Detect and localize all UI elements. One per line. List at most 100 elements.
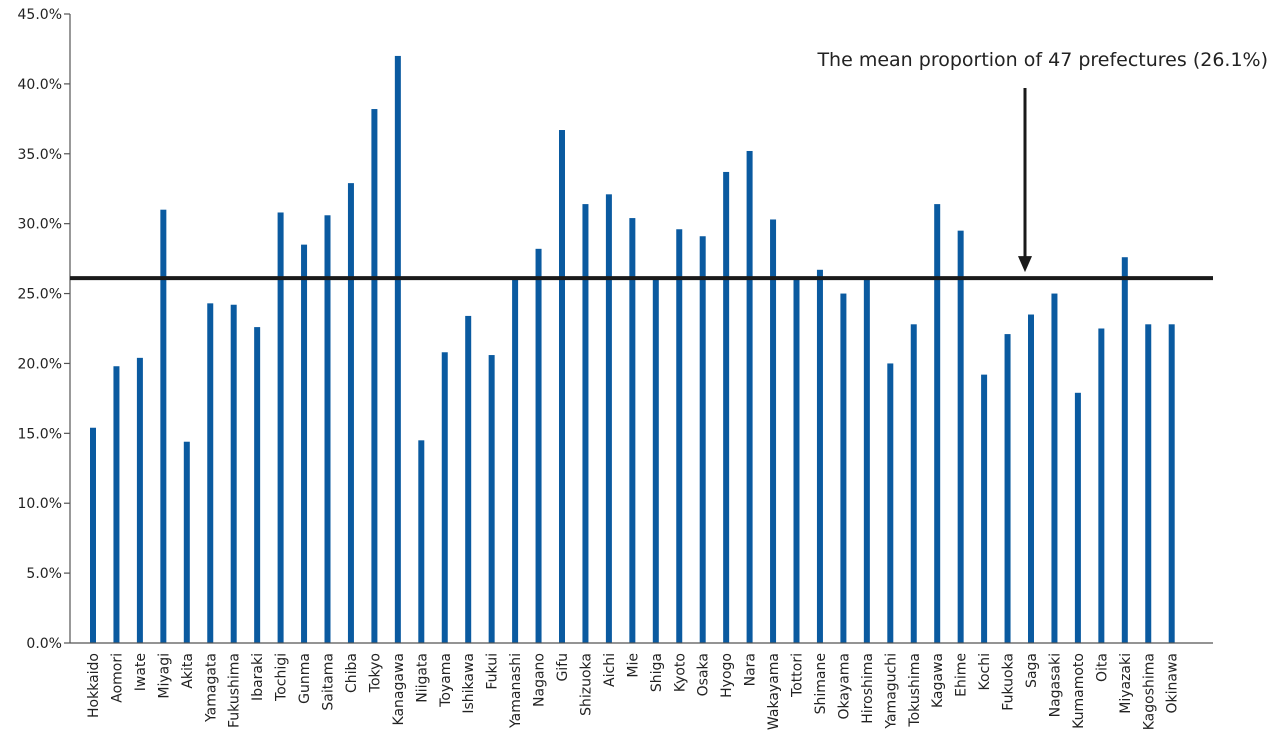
mean-line-label: The mean proportion of 47 prefectures (2… [816,49,1268,71]
x-tick-label: Aichi [602,653,618,687]
arrow-head [1018,256,1032,273]
bar-nara [746,150,753,643]
x-tick-label: Miyagi [156,653,172,699]
mean-annotation: The mean proportion of 47 prefectures (2… [70,49,1268,281]
bar-nagasaki [1051,293,1058,643]
bar-kanagawa [394,55,401,643]
bar-ishikawa [465,315,472,643]
bar-tokushima [910,324,917,643]
y-tick-label: 30.0% [18,217,62,233]
bar-shimane [816,269,823,643]
bar-toyama [441,352,448,643]
x-tick-label: Saga [1024,653,1040,688]
x-tick-label: Okayama [836,653,852,720]
x-tick-label: Gunma [297,653,313,704]
x-tick-label: Kagoshima [1141,653,1157,730]
y-axis: 0.0% 5.0% 10.0% 15.0% 20.0% 25.0% 30.0% 35.0% 40… [18,7,71,652]
bar-saitama [324,215,331,643]
x-tick-label: Fukuoka [1001,653,1017,711]
bar-tokyo [371,109,378,643]
x-tick-label: Miyazaki [1118,653,1134,714]
y-tick-label: 5.0% [26,566,62,582]
bar-wakayama [770,219,777,643]
x-tick-label: Yamaguchi [883,653,899,730]
x-tick-label: Ehime [954,653,970,697]
x-tick-label: Aomori [109,653,125,703]
x-tick-label: Shizuoka [578,653,594,716]
y-tick-label: 40.0% [18,77,62,93]
bar-osaka [699,236,706,643]
bar-fukushima [230,304,237,643]
x-tick-label: Iwate [133,653,149,691]
x-tick-label: Ibaraki [250,653,266,701]
bar-akita [183,441,190,643]
x-tick-label: Mie [625,653,641,678]
bar-chiba [347,183,354,643]
y-tick-label: 25.0% [18,287,62,303]
x-tick-label: Osaka [696,653,712,696]
bar-aomori [113,366,120,643]
bar-kagoshima [1145,324,1152,643]
x-tick-label: Yamanashi [508,653,524,729]
bar-yamaguchi [887,363,894,643]
bar-iwate [136,357,143,643]
x-tick-label: Gifu [555,653,571,682]
bar-gifu [559,130,565,643]
bar-kumamoto [1074,392,1081,643]
x-tick-label: Kanagawa [391,653,407,725]
x-tick-label: Toyama [438,653,454,708]
bar-kagawa [934,204,941,643]
bars [90,55,1175,644]
bar-hyogo [723,171,730,643]
bar-tottori [793,279,800,643]
x-tick-label: Kyoto [672,653,688,692]
x-tick-label: Tottori [790,653,806,698]
x-tick-label: Nagasaki [1047,653,1063,717]
bar-gunma [301,244,308,643]
y-tick-label: 10.0% [18,496,62,512]
bar-tochigi [277,212,284,644]
x-tick-label: Fukushima [227,653,243,728]
x-tick-label: Nara [743,653,759,686]
x-tick-label: Kochi [977,653,993,691]
bar-ibaraki [254,327,261,643]
x-tick-label: Tochigi [274,653,290,702]
x-tick-label: Oita [1094,653,1110,682]
x-tick-label: Hiroshima [860,653,876,724]
bar-kyoto [676,229,683,643]
bar-fukuoka [1004,334,1011,643]
x-tick-label: Niigata [414,653,430,703]
bar-hokkaido [90,427,96,643]
x-tick-label: Okinawa [1165,653,1181,714]
x-tick-label: Shiga [649,653,665,692]
bar-saga [1028,314,1034,643]
bar-okayama [840,293,847,643]
bar-miyazaki [1121,257,1128,643]
x-tick-label: Fukui [485,653,501,690]
bar-aichi [605,194,612,643]
y-tick-label: 35.0% [18,147,62,163]
bar-shizuoka [582,204,589,643]
x-tick-label: Shimane [813,653,829,714]
x-tick-label: Tokushima [907,653,923,728]
bar-yamagata [207,303,214,643]
y-tick-label: 0.0% [26,636,62,652]
bar-okinawa [1168,324,1175,643]
x-tick-label: Tokyo [367,653,383,693]
bar-niigata [418,440,425,643]
bar-nagano [535,248,542,643]
x-tick-label: Wakayama [766,653,782,730]
y-tick-label: 45.0% [18,7,62,23]
x-tick-label: Akita [180,653,196,689]
y-tick-label: 15.0% [18,426,62,442]
bar-hiroshima [863,279,870,643]
x-tick-label: Hyogo [719,653,735,698]
x-axis: Hokkaido Aomori Iwate Miyagi Akita Yamagata Fu… [70,642,1213,730]
x-tick-label: Kumamoto [1071,653,1087,729]
x-tick-label: Kagawa [930,653,946,708]
x-tick-label: Ishikawa [461,653,477,714]
bar-miyagi [160,209,167,643]
bar-ehime [957,230,964,643]
x-tick-label: Saitama [321,653,337,711]
